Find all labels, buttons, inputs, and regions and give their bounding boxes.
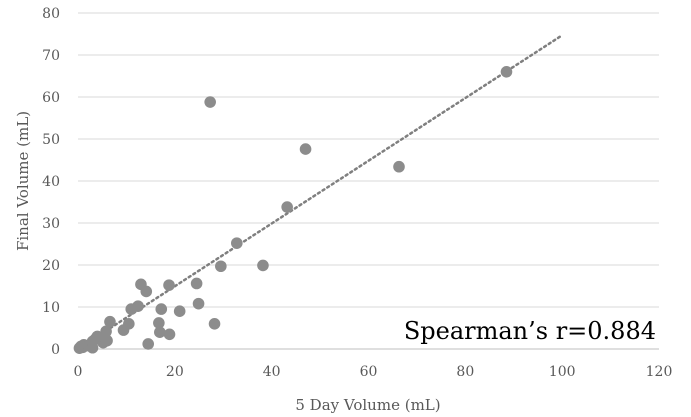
data-point bbox=[500, 66, 513, 78]
y-tick-label: 20 bbox=[42, 258, 60, 274]
trendline-path bbox=[76, 34, 564, 351]
data-point bbox=[140, 285, 153, 298]
data-point bbox=[299, 143, 312, 155]
data-point bbox=[104, 315, 116, 328]
data-point bbox=[208, 318, 221, 330]
data-point bbox=[231, 237, 243, 249]
x-tick-label: 20 bbox=[166, 364, 184, 380]
y-tick-label: 40 bbox=[42, 174, 60, 190]
data-point bbox=[163, 328, 176, 341]
data-point bbox=[192, 297, 205, 310]
y-tick-label: 0 bbox=[51, 342, 60, 358]
data-point bbox=[155, 303, 168, 315]
x-tick-label: 120 bbox=[646, 364, 673, 380]
data-point bbox=[257, 259, 269, 272]
data-point bbox=[190, 277, 203, 290]
data-point bbox=[101, 334, 113, 347]
data-point bbox=[132, 300, 144, 312]
x-tick-label: 0 bbox=[74, 364, 83, 380]
x-axis-title: 5 Day Volume (mL) bbox=[295, 396, 440, 414]
x-tick-label: 100 bbox=[549, 364, 576, 380]
x-tick-label: 40 bbox=[263, 364, 281, 380]
x-tick-label: 60 bbox=[360, 364, 378, 380]
y-tick-label: 10 bbox=[42, 300, 60, 316]
y-tick-label: 70 bbox=[42, 48, 60, 64]
y-tick-label: 80 bbox=[42, 6, 60, 22]
data-point bbox=[215, 260, 227, 273]
gridlines bbox=[78, 12, 659, 350]
x-tick-labels: 0 20 40 60 80 100 120 bbox=[74, 364, 673, 380]
spearman-annotation: Spearman’s r=0.884 bbox=[404, 317, 656, 345]
data-points bbox=[73, 66, 513, 354]
y-tick-labels: 0 10 20 30 40 50 60 70 80 bbox=[42, 6, 60, 358]
data-point bbox=[281, 201, 293, 213]
data-point bbox=[100, 325, 112, 338]
x-tick-label: 80 bbox=[456, 364, 474, 380]
data-point bbox=[204, 96, 216, 108]
y-axis-title: Final Volume (mL) bbox=[14, 111, 32, 251]
y-tick-label: 50 bbox=[42, 132, 60, 148]
y-tick-label: 60 bbox=[42, 90, 60, 106]
y-tick-label: 30 bbox=[42, 216, 60, 232]
data-point bbox=[123, 318, 135, 330]
data-point bbox=[163, 279, 175, 291]
data-point bbox=[142, 338, 155, 350]
data-point bbox=[393, 160, 405, 173]
data-point bbox=[154, 326, 166, 339]
data-point bbox=[173, 305, 186, 318]
trendline bbox=[76, 34, 564, 351]
data-point bbox=[153, 317, 165, 329]
